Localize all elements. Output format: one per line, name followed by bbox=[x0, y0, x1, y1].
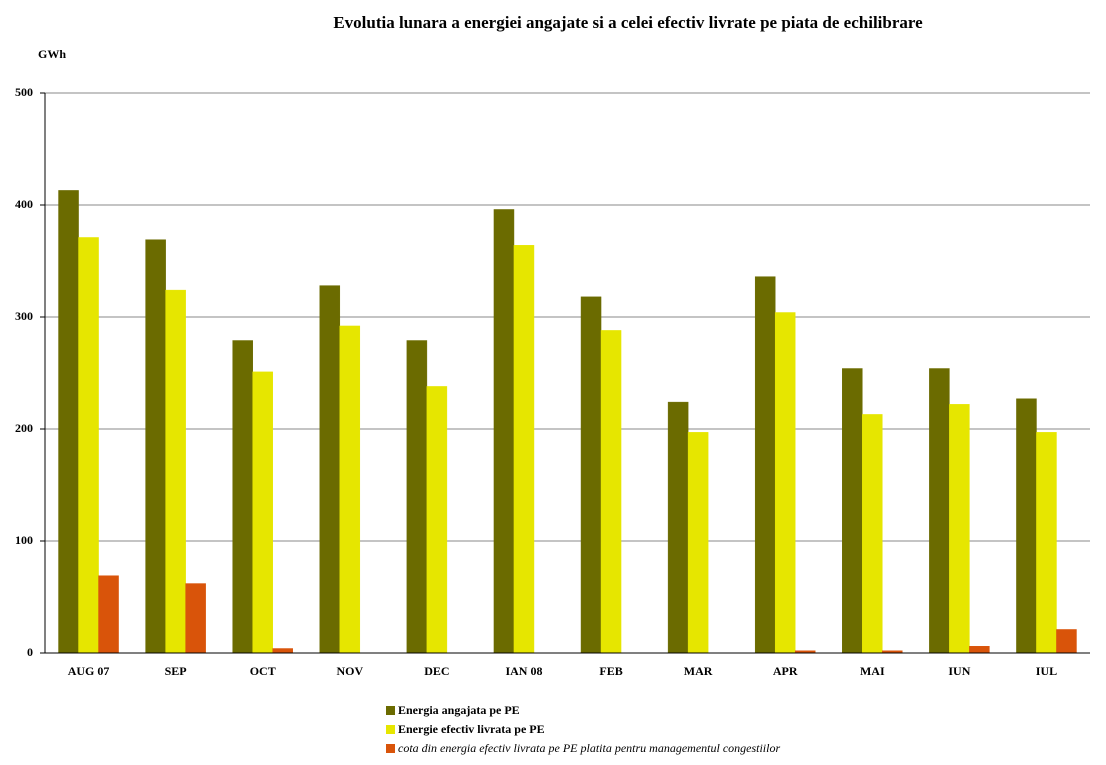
bar bbox=[842, 368, 863, 654]
x-tick-label: IAN 08 bbox=[505, 664, 542, 678]
y-axis-label: GWh bbox=[38, 47, 66, 61]
bar bbox=[929, 368, 950, 654]
legend-swatch bbox=[386, 725, 395, 734]
bar bbox=[232, 340, 253, 654]
x-tick-label: NOV bbox=[336, 664, 363, 678]
bar bbox=[580, 296, 602, 654]
bar bbox=[687, 432, 709, 654]
bar bbox=[252, 371, 273, 654]
x-tick-label: IUL bbox=[1036, 664, 1057, 678]
bar bbox=[426, 386, 448, 654]
bar bbox=[58, 190, 79, 654]
y-tick-label: 500 bbox=[15, 85, 33, 99]
bar bbox=[862, 414, 883, 654]
y-tick-label: 100 bbox=[15, 533, 33, 547]
x-tick-label: IUN bbox=[948, 664, 970, 678]
bar bbox=[339, 325, 361, 654]
chart-title: Evolutia lunara a energiei angajate si a… bbox=[333, 13, 923, 32]
bar bbox=[1016, 398, 1037, 654]
y-tick-label: 200 bbox=[15, 421, 33, 435]
legend-label: Energia angajata pe PE bbox=[398, 703, 520, 717]
x-tick-label: AUG 07 bbox=[68, 664, 110, 678]
x-tick-label: MAI bbox=[860, 664, 885, 678]
x-tick-label: DEC bbox=[424, 664, 449, 678]
bar bbox=[272, 648, 293, 654]
bar bbox=[949, 404, 970, 654]
x-tick-label: APR bbox=[773, 664, 798, 678]
bar bbox=[165, 289, 186, 654]
x-tick-label: OCT bbox=[250, 664, 276, 678]
bar bbox=[406, 340, 428, 654]
x-tick-label: SEP bbox=[165, 664, 187, 678]
bar bbox=[600, 330, 622, 654]
legend-swatch bbox=[386, 706, 395, 715]
bar bbox=[774, 312, 796, 654]
bar bbox=[493, 209, 515, 654]
bar bbox=[1036, 432, 1057, 654]
y-tick-label: 0 bbox=[27, 645, 33, 659]
bar bbox=[78, 237, 99, 654]
bar bbox=[667, 401, 689, 654]
legend-label: cota din energia efectiv livrata pe PE p… bbox=[398, 741, 780, 755]
y-tick-label: 400 bbox=[15, 197, 33, 211]
bar bbox=[185, 583, 206, 654]
bar bbox=[319, 285, 341, 654]
bar bbox=[145, 239, 166, 654]
y-tick-label: 300 bbox=[15, 309, 33, 323]
legend-swatch bbox=[386, 744, 395, 753]
bar bbox=[969, 646, 990, 654]
bar bbox=[98, 575, 119, 654]
legend-label: Energie efectiv livrata pe PE bbox=[398, 722, 545, 736]
bar bbox=[1056, 629, 1077, 654]
bar bbox=[513, 245, 535, 654]
x-tick-label: MAR bbox=[684, 664, 713, 678]
bar bbox=[754, 276, 776, 654]
x-tick-label: FEB bbox=[599, 664, 622, 678]
